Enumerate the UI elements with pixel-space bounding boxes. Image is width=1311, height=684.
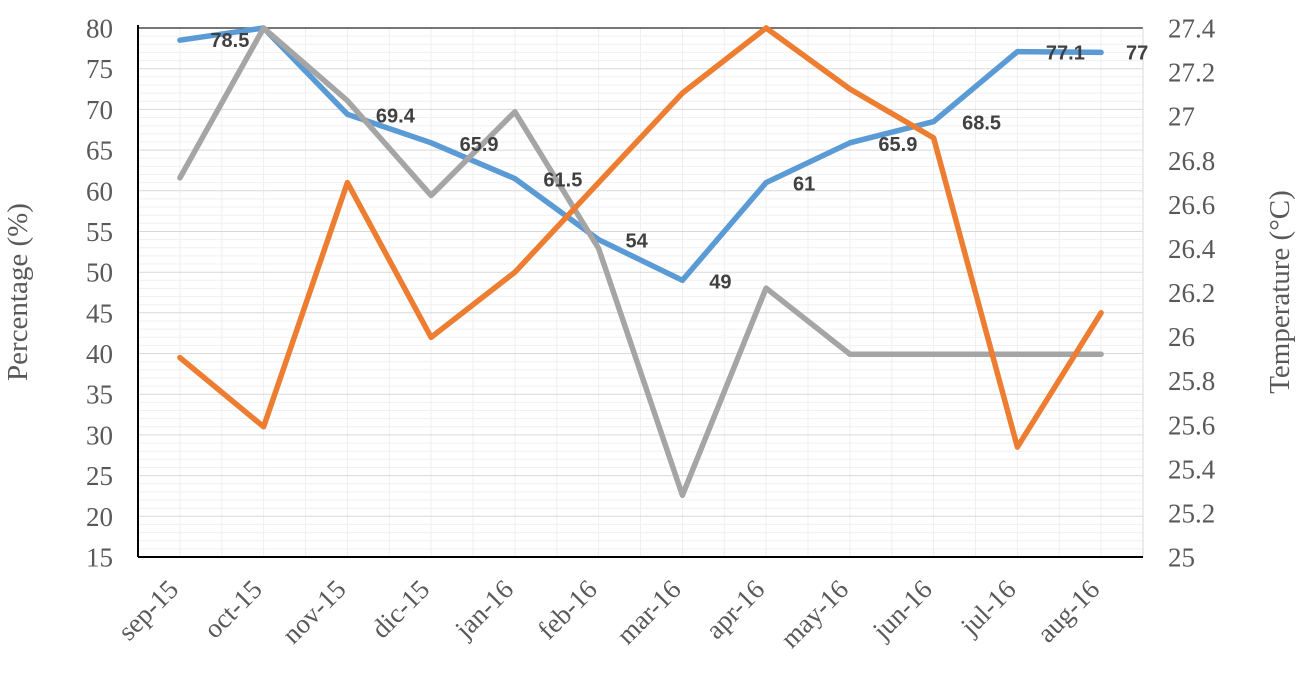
right-axis-tick: 26.8	[1168, 146, 1215, 176]
x-axis-label: jul-16	[954, 574, 1022, 642]
x-axis-label: apr-16	[700, 574, 771, 645]
right-axis-tick: 25	[1168, 542, 1195, 572]
right-axis-tick: 27.2	[1168, 58, 1215, 88]
left-axis-tick: 65	[86, 136, 113, 166]
left-axis-tick: 20	[86, 502, 113, 532]
left-axis-tick: 70	[86, 95, 113, 125]
data-label: 54	[625, 231, 648, 253]
right-axis-tick: 27.4	[1168, 13, 1216, 43]
left-axis-title: Percentage (%)	[2, 203, 34, 381]
data-label: 77	[1126, 42, 1148, 64]
data-label: 77.1	[1046, 43, 1085, 65]
x-axis-label: sep-15	[112, 574, 184, 646]
data-label: 69.4	[376, 105, 416, 127]
x-axis-label: may-16	[775, 574, 855, 654]
data-label: 65.9	[878, 134, 917, 156]
left-axis-tick: 50	[86, 258, 113, 288]
right-axis-tick: 26.6	[1168, 190, 1215, 220]
left-axis-tick: 30	[86, 420, 113, 450]
right-axis-tick: 26.2	[1168, 278, 1215, 308]
data-label: 65.9	[460, 134, 499, 156]
data-label: 49	[709, 271, 731, 293]
x-axis-label: aug-16	[1031, 574, 1105, 648]
right-axis-title: Temperature (°C)	[1264, 190, 1296, 394]
left-axis-tick: 40	[86, 339, 113, 369]
x-axis-label: nov-15	[276, 574, 351, 649]
left-axis-tick: 80	[86, 13, 113, 43]
percentage-blue-line	[177, 25, 1104, 284]
percentage-orange-line	[177, 25, 1104, 450]
right-axis-tick: 27	[1168, 102, 1195, 132]
left-axis-tick: 75	[86, 54, 113, 84]
x-axis-label: feb-16	[532, 574, 603, 645]
x-axis-label: jun-16	[866, 574, 938, 646]
left-axis-tick: 35	[86, 380, 113, 410]
left-axis-tick: 60	[86, 176, 113, 206]
left-axis-tick: 55	[86, 217, 113, 247]
x-axis-label: mar-16	[611, 574, 687, 650]
chart-generated-content: 78.5 69.4 65.9 61.5 54 49 61 65.9 68.5 77.1 77 80 75…	[86, 13, 1216, 653]
x-axis-label: dic-15	[365, 574, 435, 644]
temperature-gray-line	[177, 25, 1104, 499]
data-label: 68.5	[962, 113, 1001, 135]
data-label: 61.5	[543, 170, 582, 192]
right-axis-tick: 25.2	[1168, 498, 1215, 528]
data-label: 78.5	[210, 30, 249, 52]
right-axis-tick: 26	[1168, 322, 1195, 352]
right-axis-tick: 25.4	[1168, 454, 1216, 484]
left-axis-tick: 45	[86, 298, 113, 328]
x-axis-label: jan-16	[448, 574, 519, 645]
right-axis-tick: 26.4	[1168, 234, 1216, 264]
left-axis-tick: 15	[86, 542, 113, 572]
right-axis-tick: 25.6	[1168, 410, 1215, 440]
left-axis-tick: 25	[86, 461, 113, 491]
right-axis-tick: 25.8	[1168, 366, 1215, 396]
data-label: 61	[793, 174, 815, 196]
x-axis-label: oct-15	[198, 574, 268, 644]
